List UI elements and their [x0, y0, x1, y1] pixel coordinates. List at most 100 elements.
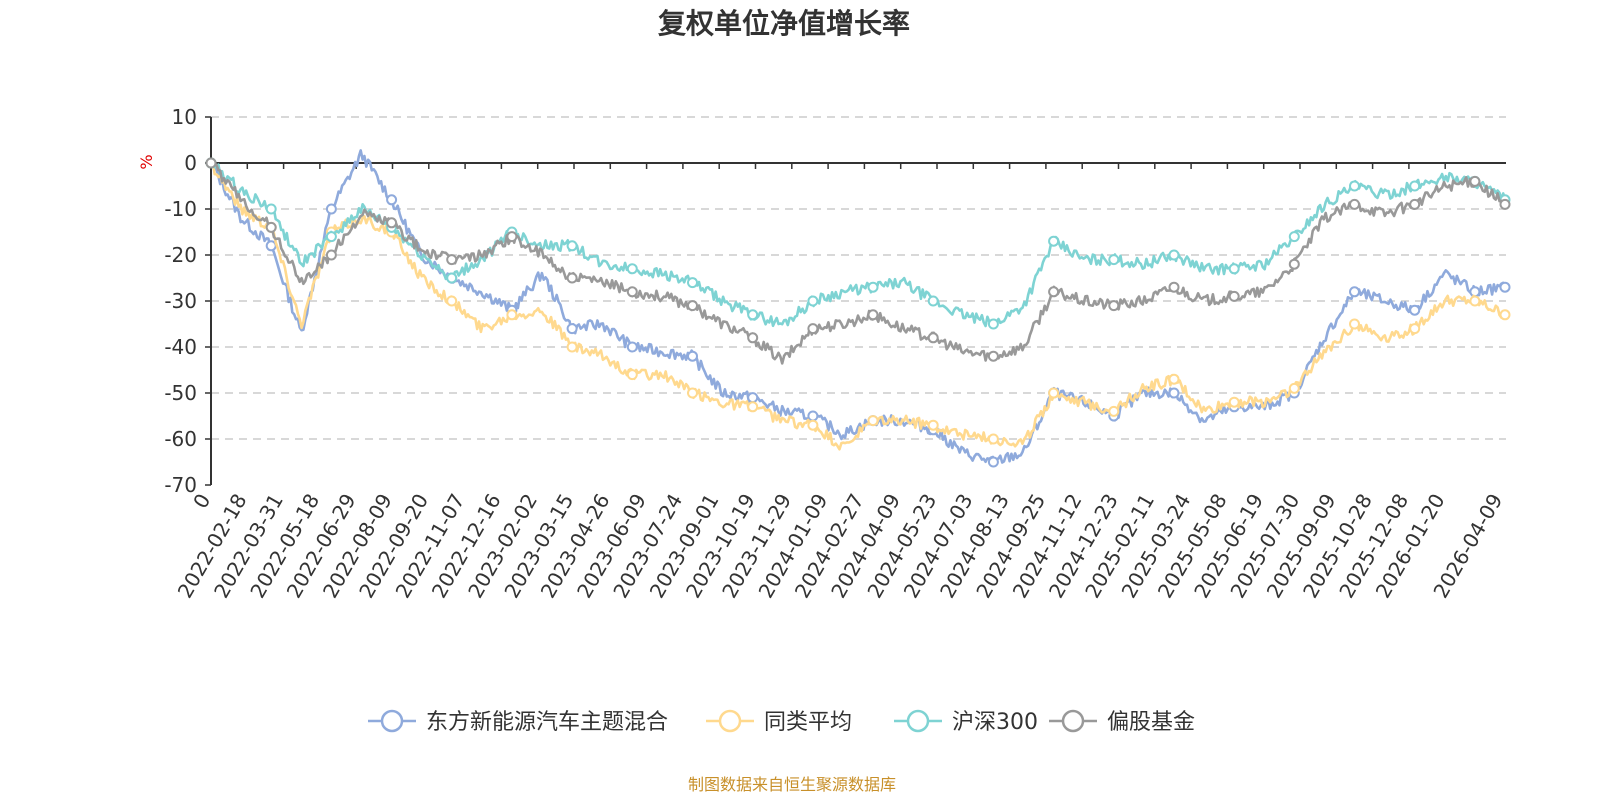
data-point-marker: [747, 401, 759, 413]
series-line: [210, 160, 1507, 328]
legend-item[interactable]: 偏股基金: [1049, 709, 1195, 735]
grid-lines: [211, 116, 1506, 440]
data-point-marker: [1168, 249, 1180, 261]
data-point-marker: [987, 350, 999, 362]
data-point-marker: [1349, 180, 1360, 192]
series-line: [210, 149, 1507, 464]
data-point-marker: [1349, 198, 1360, 210]
data-point-marker: [1168, 373, 1180, 385]
data-point-marker: [747, 309, 759, 321]
y-tick-label: -50: [164, 381, 197, 405]
data-point-marker: [1168, 387, 1180, 399]
data-point-marker: [1469, 175, 1481, 187]
data-point-marker: [1349, 318, 1360, 330]
data-point-marker: [1108, 405, 1120, 417]
data-point-marker: [566, 272, 578, 284]
data-point-marker: [1409, 323, 1421, 335]
data-point-marker: [747, 392, 759, 404]
data-point-marker: [927, 332, 939, 344]
legend[interactable]: 东方新能源汽车主题混合 同类平均 沪深300 偏股基金: [368, 709, 1195, 735]
y-axis-unit: %: [137, 154, 156, 169]
series-line: [211, 161, 1506, 451]
data-point-marker: [1288, 231, 1300, 243]
y-axis-ticks: 10 0 -10 -20 -30 -40 -50 -60 -70: [164, 105, 211, 497]
data-point-marker: [687, 387, 698, 399]
chart-title: 复权单位净值增长率: [658, 7, 910, 40]
data-point-marker: [386, 194, 398, 206]
data-point-marker: [386, 217, 398, 229]
data-point-marker: [446, 254, 458, 266]
data-point-marker: [1108, 254, 1120, 266]
data-point-marker: [1048, 235, 1060, 247]
data-point-marker: [626, 369, 638, 381]
data-point-marker: [1409, 198, 1421, 210]
legend-label: 同类平均: [764, 710, 852, 735]
legend-item[interactable]: 沪深300: [894, 709, 1038, 735]
data-point-marker: [1048, 387, 1060, 399]
y-tick-label: -20: [164, 243, 197, 267]
data-point-marker: [1499, 281, 1511, 293]
data-point-marker: [1349, 286, 1360, 298]
data-point-marker: [687, 300, 698, 312]
data-point-marker: [867, 281, 879, 293]
data-point-marker: [506, 309, 518, 321]
data-point-marker: [807, 323, 819, 335]
data-point-marker: [325, 203, 337, 215]
series-lines: [205, 149, 1511, 468]
data-point-marker: [626, 286, 638, 298]
legend-circle-icon: [1061, 709, 1085, 733]
data-point-marker: [325, 231, 337, 243]
legend-circle-icon: [906, 709, 930, 733]
data-point-marker: [1288, 382, 1300, 394]
data-point-marker: [987, 433, 999, 445]
data-point-marker: [446, 272, 458, 284]
y-tick-label: -60: [164, 427, 197, 451]
data-point-marker: [747, 332, 759, 344]
legend-item[interactable]: 同类平均: [706, 709, 852, 735]
data-point-marker: [807, 419, 819, 431]
data-point-marker: [867, 309, 879, 321]
data-point-marker: [265, 221, 277, 233]
series-line: [210, 160, 1506, 365]
data-point-marker: [566, 323, 578, 335]
data-point-marker: [1228, 290, 1240, 302]
data-point-marker: [927, 419, 939, 431]
data-point-marker: [1228, 263, 1240, 275]
legend-label: 东方新能源汽车主题混合: [426, 710, 668, 735]
data-point-marker: [987, 318, 999, 330]
data-point-marker: [1499, 198, 1511, 210]
y-tick-label: 10: [172, 105, 197, 129]
data-point-marker: [1228, 396, 1240, 408]
data-point-marker: [1048, 286, 1060, 298]
legend-circle-icon: [718, 709, 742, 733]
data-point-marker: [626, 341, 638, 353]
data-point-marker: [1469, 295, 1481, 307]
y-tick-label: 0: [184, 151, 197, 175]
legend-label: 沪深300: [952, 710, 1038, 735]
data-point-marker: [807, 410, 819, 422]
y-tick-label: -30: [164, 289, 197, 313]
data-point-marker: [566, 240, 578, 252]
data-point-marker: [867, 415, 879, 427]
source-note: 制图数据来自恒生聚源数据库: [688, 775, 896, 794]
data-point-marker: [1469, 286, 1481, 298]
legend-label: 偏股基金: [1107, 710, 1195, 735]
data-point-marker: [205, 157, 217, 169]
data-point-marker: [927, 295, 939, 307]
data-point-marker: [446, 295, 458, 307]
data-point-marker: [265, 203, 277, 215]
data-point-marker: [1168, 281, 1180, 293]
data-point-marker: [325, 249, 337, 261]
data-point-marker: [1409, 304, 1421, 316]
data-point-marker: [1499, 309, 1511, 321]
data-point-marker: [807, 295, 819, 307]
axes: [210, 117, 1506, 485]
data-point-marker: [1288, 258, 1300, 270]
legend-item[interactable]: 东方新能源汽车主题混合: [368, 709, 668, 735]
data-point-marker: [687, 350, 698, 362]
data-point-marker: [626, 263, 638, 275]
y-tick-label: -10: [164, 197, 197, 221]
data-point-marker: [987, 456, 999, 468]
y-tick-label: -40: [164, 335, 197, 359]
